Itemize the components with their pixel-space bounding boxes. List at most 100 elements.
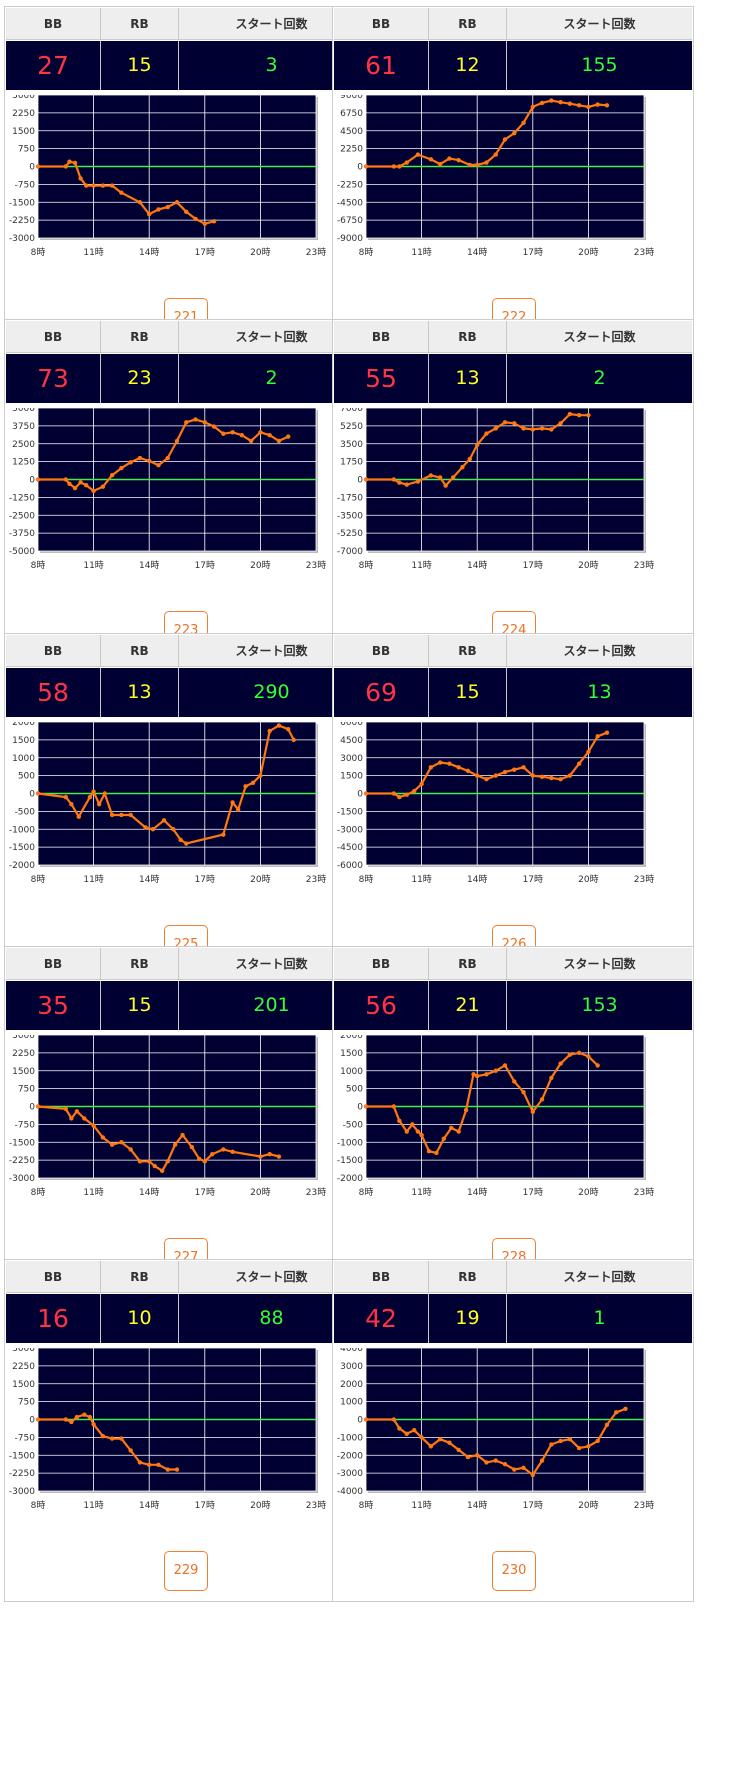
x-tick-label: 14時 xyxy=(467,560,487,571)
data-point xyxy=(521,1465,526,1470)
data-point xyxy=(512,767,517,772)
machine-card: BB RB スタート回数 55 13 2 224 7000 5250 3500 1750 0 -1750… xyxy=(332,319,694,662)
y-tick-label: -1000 xyxy=(337,1138,363,1148)
bb-value: 58 xyxy=(37,678,69,707)
data-point xyxy=(576,1445,582,1451)
y-tick-label: -1250 xyxy=(9,493,35,503)
data-point xyxy=(404,792,409,797)
data-point xyxy=(230,800,235,805)
data-point xyxy=(397,1118,402,1123)
stats-header: BB RB スタート回数 xyxy=(6,8,364,40)
data-point xyxy=(530,104,535,110)
y-tick-label: 0 xyxy=(29,163,35,173)
x-tick-label: 20時 xyxy=(250,874,270,885)
data-point xyxy=(78,176,83,181)
series-line xyxy=(366,1407,626,1477)
rb-header: RB xyxy=(100,8,178,40)
data-point xyxy=(109,812,115,818)
data-point xyxy=(397,480,402,485)
y-tick-label: 1500 xyxy=(340,1049,363,1059)
data-point xyxy=(276,723,282,728)
data-point xyxy=(248,438,254,444)
data-point xyxy=(100,183,106,188)
data-point xyxy=(76,814,81,819)
data-point xyxy=(434,1150,439,1156)
start-count-header: スタート回数 xyxy=(178,948,364,980)
rb-header: RB xyxy=(428,8,506,40)
data-point xyxy=(471,1072,476,1077)
difference-chart: 2000 1500 1000 500 0 -500 -1000 -1500 -2000 8時 11時… xyxy=(9,722,326,885)
data-point xyxy=(595,102,600,107)
y-tick-label: -2250 xyxy=(9,216,35,226)
difference-chart: 6000 4500 3000 1500 0 -1500 -3000 -4500 -6000 8時 1… xyxy=(337,722,654,885)
stats-table: BB RB スタート回数 16 10 88 xyxy=(6,1261,364,1343)
machine-number-button[interactable]: 230 xyxy=(492,1551,536,1591)
stats-header: BB RB スタート回数 xyxy=(334,635,692,667)
data-point xyxy=(397,1426,402,1431)
start-count-value: 155 xyxy=(506,41,692,90)
stats-table: BB RB スタート回数 55 13 2 xyxy=(334,321,692,403)
data-point xyxy=(109,1436,115,1441)
y-tick-label: -3500 xyxy=(337,511,363,521)
data-point xyxy=(493,426,498,431)
data-point xyxy=(586,1054,591,1059)
data-point xyxy=(69,1419,74,1425)
data-point xyxy=(456,1447,461,1453)
data-point xyxy=(484,431,489,436)
data-point xyxy=(475,442,480,447)
x-tick-label: 14時 xyxy=(467,1187,487,1198)
x-tick-label: 17時 xyxy=(523,874,543,885)
difference-chart: 4000 3000 2000 1000 0 -1000 -2000 -3000 -4000 8時 1… xyxy=(337,1348,654,1511)
data-point xyxy=(437,161,443,167)
stats-values: 35 15 201 xyxy=(6,981,364,1030)
x-tick-label: 8時 xyxy=(31,560,46,571)
data-point xyxy=(558,777,563,782)
data-point xyxy=(539,1097,545,1102)
stats-table: BB RB スタート回数 58 13 290 xyxy=(6,635,364,717)
y-tick-label: 2000 xyxy=(12,722,35,728)
data-point xyxy=(391,791,396,796)
y-tick-label: 6000 xyxy=(340,722,363,728)
difference-chart: 2000 1500 1000 500 0 -500 -1000 -1500 -2000 8時 11時… xyxy=(337,1035,654,1198)
data-point xyxy=(586,104,591,110)
x-tick-label: 14時 xyxy=(467,874,487,885)
data-point xyxy=(63,1417,68,1422)
y-tick-label: -750 xyxy=(15,1120,36,1130)
stats-values: 61 12 155 xyxy=(334,41,692,90)
y-tick-label: 6750 xyxy=(340,109,363,119)
data-point xyxy=(174,1467,180,1472)
bb-header: BB xyxy=(43,644,63,658)
rb-header: RB xyxy=(428,635,506,667)
machine-number-button[interactable]: 229 xyxy=(164,1551,208,1591)
bb-value: 42 xyxy=(365,1304,397,1333)
data-point xyxy=(467,456,472,462)
rb-value: 10 xyxy=(100,1294,178,1343)
rb-header: RB xyxy=(100,635,178,667)
data-point xyxy=(147,458,152,464)
data-point xyxy=(82,1116,87,1121)
data-point xyxy=(69,1116,74,1121)
x-tick-label: 14時 xyxy=(467,247,487,258)
x-tick-label: 23時 xyxy=(634,1187,654,1198)
data-point xyxy=(109,1142,115,1147)
start-count-value: 13 xyxy=(506,668,692,717)
start-count-value: 201 xyxy=(178,981,364,1030)
data-point xyxy=(441,1136,447,1141)
x-tick-label: 11時 xyxy=(411,1187,431,1198)
x-tick-label: 14時 xyxy=(139,874,159,885)
data-point xyxy=(447,761,452,766)
difference-chart: 5000 3750 2500 1250 0 -1250 -2500 -3750 -5000 8時 1… xyxy=(9,408,326,571)
y-tick-label: 3000 xyxy=(12,1035,35,1041)
data-point xyxy=(193,417,198,422)
y-tick-label: -750 xyxy=(15,180,36,190)
y-tick-label: 750 xyxy=(18,1398,35,1408)
x-tick-label: 11時 xyxy=(83,560,103,571)
data-point xyxy=(63,1106,68,1112)
data-point xyxy=(202,420,207,425)
data-point xyxy=(576,761,582,766)
x-tick-label: 8時 xyxy=(359,874,374,885)
data-point xyxy=(72,160,78,166)
series-line xyxy=(38,418,289,493)
start-count-value: 2 xyxy=(178,354,364,403)
data-point xyxy=(502,1063,508,1068)
